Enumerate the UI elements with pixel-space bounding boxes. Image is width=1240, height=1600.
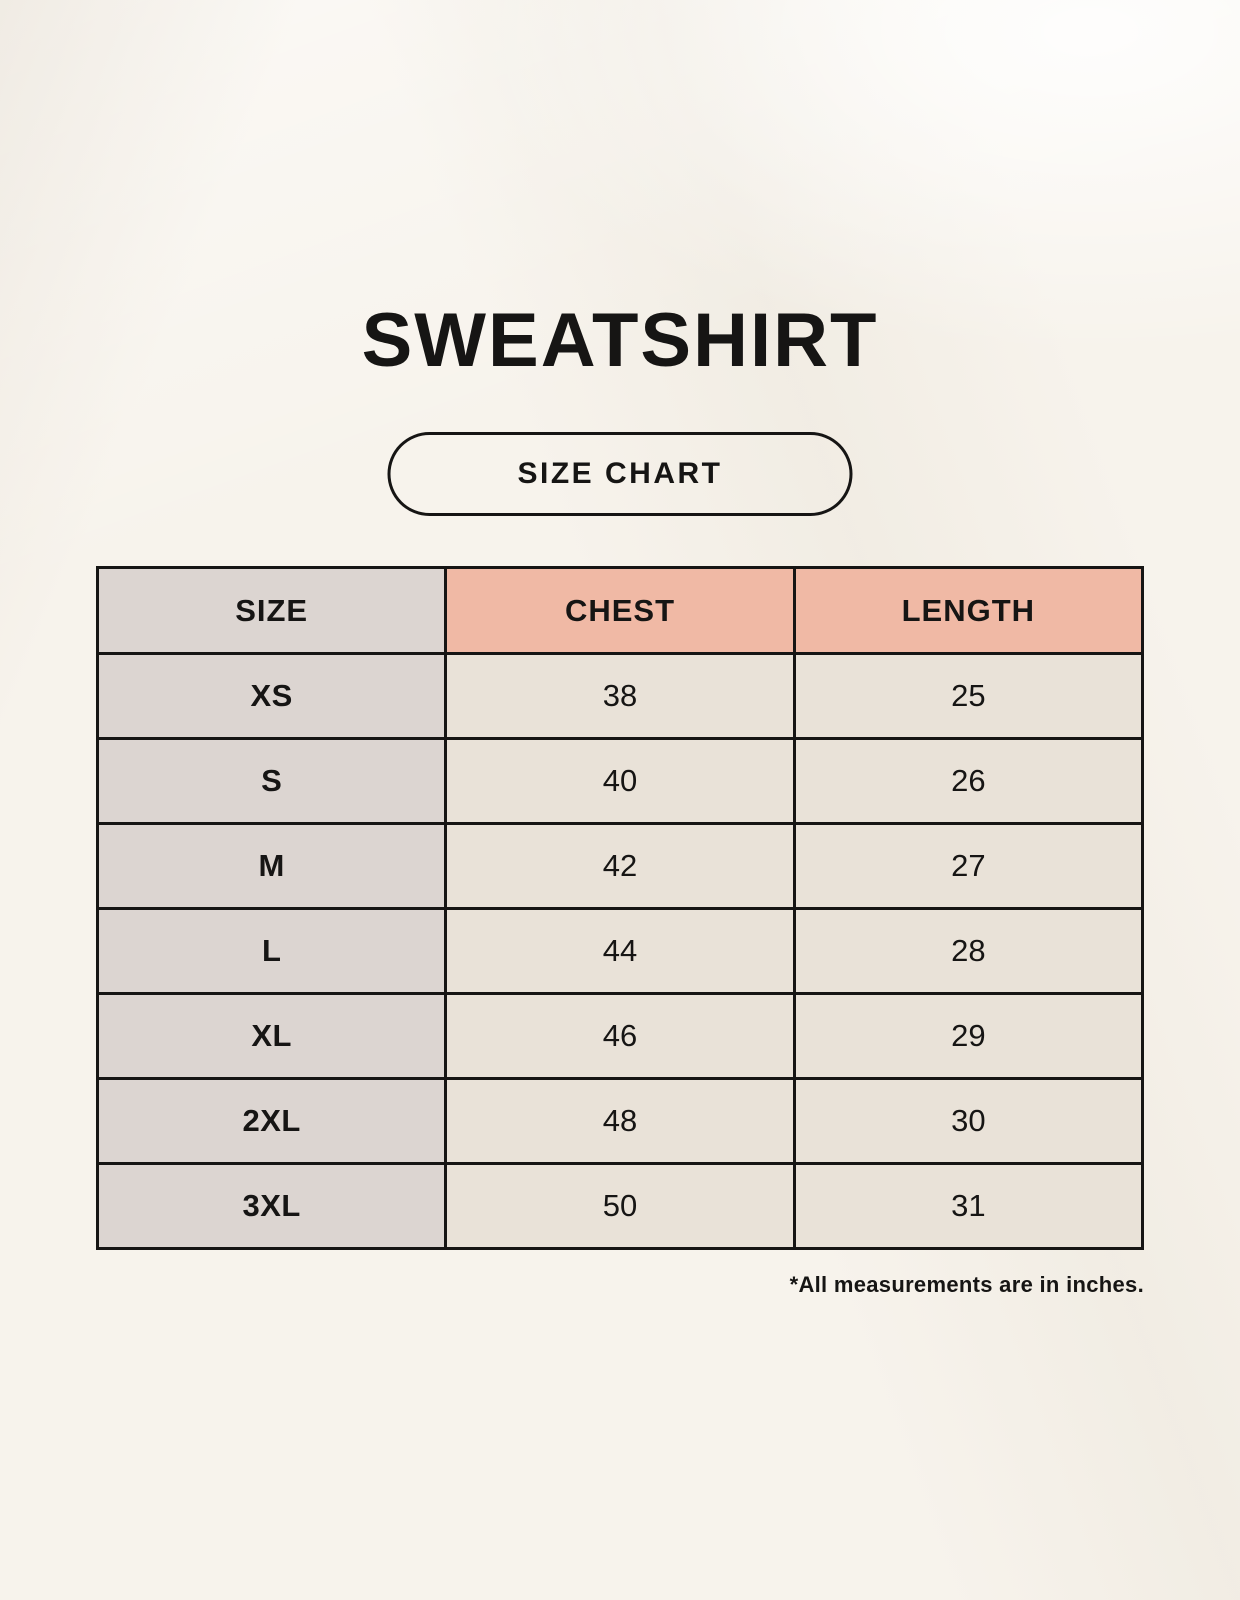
length-value: 31 xyxy=(792,1162,1145,1250)
page-title: SWEATSHIRT xyxy=(361,298,879,383)
chest-value: 50 xyxy=(444,1162,796,1250)
chest-value: 48 xyxy=(444,1077,796,1165)
chest-value: 40 xyxy=(444,737,796,825)
length-value: 28 xyxy=(792,907,1145,995)
column-header-size: SIZE xyxy=(95,566,448,655)
table-row: M 42 27 xyxy=(95,822,1145,910)
size-label: S xyxy=(95,737,448,825)
chest-value: 46 xyxy=(444,992,796,1080)
table-row: S 40 26 xyxy=(95,737,1145,825)
table-row: L 44 28 xyxy=(95,907,1145,995)
table-row: XS 38 25 xyxy=(95,652,1145,740)
length-value: 27 xyxy=(792,822,1145,910)
size-label: L xyxy=(95,907,448,995)
size-chart-badge[interactable]: SIZE CHART xyxy=(387,432,853,516)
length-value: 29 xyxy=(792,992,1145,1080)
size-label: XS xyxy=(95,652,448,740)
size-label: 3XL xyxy=(95,1162,448,1250)
table-row: 2XL 48 30 xyxy=(95,1077,1145,1165)
size-table: SIZE CHEST LENGTH XS 38 25 S 40 26 M 42 … xyxy=(95,566,1145,1250)
size-label: XL xyxy=(95,992,448,1080)
size-label: M xyxy=(95,822,448,910)
column-header-length: LENGTH xyxy=(792,566,1145,655)
column-header-chest: CHEST xyxy=(444,566,796,655)
table-row: 3XL 50 31 xyxy=(95,1162,1145,1250)
size-label: 2XL xyxy=(95,1077,448,1165)
footnote: *All measurements are in inches. xyxy=(789,1272,1144,1297)
length-value: 25 xyxy=(792,652,1145,740)
chest-value: 42 xyxy=(444,822,796,910)
table-row: XL 46 29 xyxy=(95,992,1145,1080)
chest-value: 44 xyxy=(444,907,796,995)
size-chart-badge-label: SIZE CHART xyxy=(517,457,723,490)
table-header-row: SIZE CHEST LENGTH xyxy=(95,566,1145,655)
length-value: 30 xyxy=(792,1077,1145,1165)
chest-value: 38 xyxy=(444,652,796,740)
length-value: 26 xyxy=(792,737,1145,825)
